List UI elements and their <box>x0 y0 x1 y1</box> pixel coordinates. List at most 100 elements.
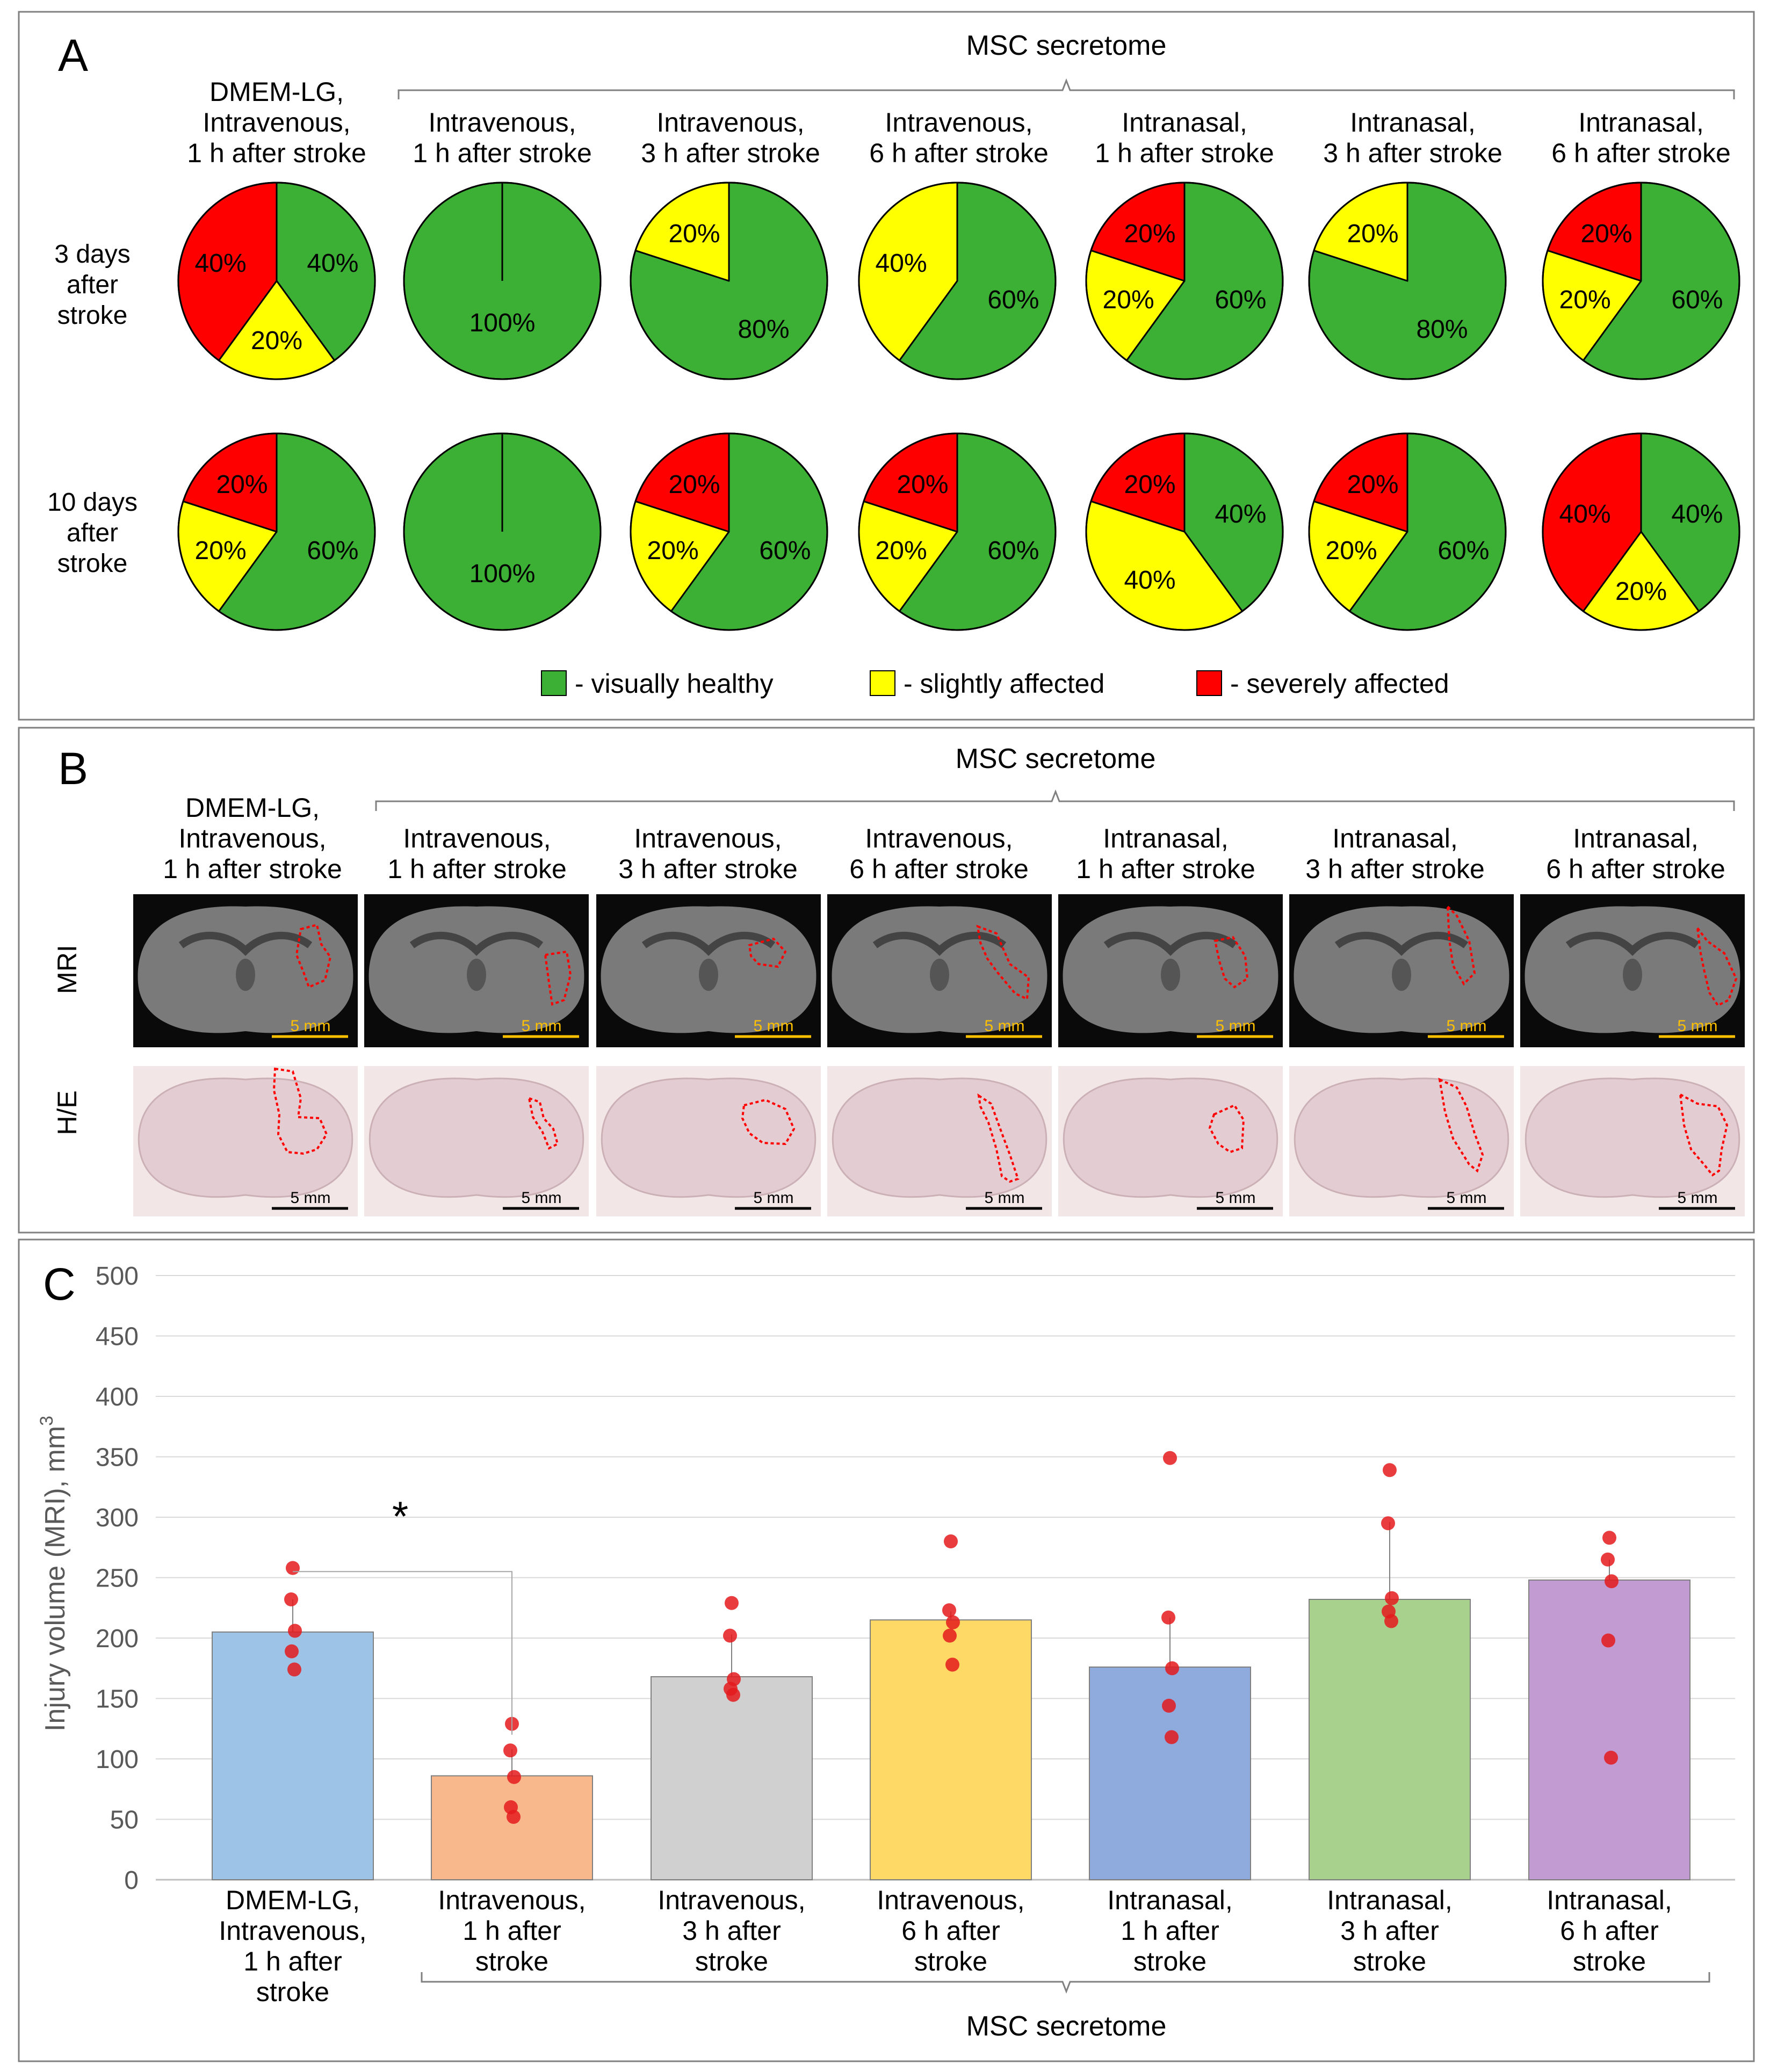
pie-slice-label: 20% <box>1580 220 1632 248</box>
panel-a-column-header-line: Intravenous, <box>885 107 1032 137</box>
mri-lesion-outline <box>1446 903 1476 986</box>
mri-ventricle <box>467 959 486 991</box>
data-point <box>945 1657 959 1672</box>
data-point <box>288 1624 302 1638</box>
panel-a-column-header-line: Intranasal, <box>1122 107 1247 137</box>
panel-b-column-header-line: Intranasal, <box>1573 823 1698 853</box>
data-point <box>1604 1750 1618 1765</box>
he-lesion-outline <box>1438 1077 1484 1173</box>
panel-a-column-header-line: Intranasal, <box>1350 107 1475 137</box>
he-scale-label: 5 mm <box>754 1189 794 1207</box>
panel-a-row-label-line: 10 days <box>47 488 138 517</box>
he-lesion-outline <box>741 1098 796 1146</box>
panel-b-column-header-line: Intravenous, <box>178 823 326 853</box>
x-tick-label-line: 1 h after <box>243 1946 342 1976</box>
pie-chart: 60% 40% <box>858 182 1057 380</box>
panel-b-group-header: MSC secretome <box>956 743 1156 774</box>
y-tick-label: 300 <box>96 1504 139 1532</box>
he-brain-slice <box>1525 1077 1740 1198</box>
x-tick-label-line: stroke <box>1133 1946 1207 1976</box>
panel-a-column-header-line: 1 h after stroke <box>187 138 366 168</box>
panel-a-group-header: MSC secretome <box>966 30 1167 61</box>
y-tick-label: 500 <box>96 1262 139 1291</box>
data-point <box>1384 1614 1398 1628</box>
pie-outline <box>1542 432 1740 631</box>
pie-slice-label: 40% <box>1559 500 1611 528</box>
he-brain-slice <box>832 1077 1047 1198</box>
x-tick-label-line: DMEM-LG, <box>226 1885 360 1915</box>
data-point <box>1383 1463 1397 1477</box>
he-lesion-outline <box>1679 1092 1729 1177</box>
panel-b-column-header-line: 6 h after stroke <box>849 854 1029 884</box>
x-tick-label-line: 1 h after <box>463 1916 561 1946</box>
pie-slice-label: 60% <box>987 537 1039 565</box>
mri-ventricle <box>699 959 718 991</box>
pie-slice-label: 100% <box>469 560 536 588</box>
data-point <box>284 1592 298 1606</box>
panel-b-column-header-line: Intravenous, <box>634 823 782 853</box>
panel-b-image-column: 5 mm 5 mm <box>1289 894 1514 1216</box>
he-scale-label: 5 mm <box>1216 1189 1256 1207</box>
pie-slice-label: 60% <box>759 537 811 565</box>
x-tick-label-line: 1 h after <box>1121 1916 1219 1946</box>
x-tick-label-line: 3 h after <box>682 1916 781 1946</box>
data-point <box>1162 1699 1176 1713</box>
data-point <box>1601 1552 1615 1567</box>
data-point <box>1381 1516 1395 1531</box>
pie-chart: 40% 20% 40% <box>177 182 376 380</box>
pie-outline <box>403 182 602 380</box>
pie-slice-label: 60% <box>307 537 358 565</box>
panel-b-row-labels: MRI H/E <box>52 945 82 1135</box>
bar <box>1528 1580 1690 1880</box>
y-tick-label: 200 <box>96 1625 139 1653</box>
panel-b-image-column: 5 mm 5 mm <box>596 894 821 1216</box>
data-point <box>723 1628 737 1643</box>
mri-scale-label: 5 mm <box>1678 1017 1718 1035</box>
y-tick-label: 250 <box>96 1564 139 1593</box>
x-tick-label-line: stroke <box>695 1946 768 1976</box>
he-scale-label: 5 mm <box>522 1189 562 1207</box>
pie-slice-label: 20% <box>897 470 948 499</box>
pie-outline <box>1542 182 1740 380</box>
mri-ventricle <box>236 959 255 991</box>
x-tick-label-line: stroke <box>1573 1946 1646 1976</box>
panel-a-group-bracket <box>398 78 1735 99</box>
pie-slice-label: 20% <box>1559 286 1611 314</box>
panel-b-column-header-line: Intravenous, <box>403 823 551 853</box>
data-point <box>1385 1591 1399 1605</box>
mri-scale-label: 5 mm <box>522 1017 562 1035</box>
pie-slice-label: 60% <box>1437 537 1489 565</box>
pie-chart: 60% 20% 20% <box>858 432 1057 631</box>
pie-slice-label: 20% <box>1326 537 1377 565</box>
pie-slice-label: 20% <box>1103 286 1154 314</box>
data-point <box>1161 1610 1175 1625</box>
panel-a-row-label-line: after <box>67 271 118 299</box>
mri-white-matter <box>1103 931 1238 956</box>
panel-b-column-header-line: 1 h after stroke <box>387 854 567 884</box>
panel-b-column-headers: DMEM-LG,Intravenous,1 h after strokeIntr… <box>163 793 1725 884</box>
data-point <box>1165 1730 1179 1744</box>
he-scale-label: 5 mm <box>1678 1189 1718 1207</box>
he-brain-slice <box>369 1077 584 1198</box>
mri-lesion-outline <box>1213 936 1249 989</box>
panel-a-column-header-line: 3 h after stroke <box>1323 138 1502 168</box>
mri-lesion-outline <box>976 924 1030 1001</box>
legend-swatch <box>1196 670 1222 696</box>
pie-chart: 60% 20% 20% <box>1308 432 1507 631</box>
panel-a-row-label-line: stroke <box>57 301 128 330</box>
he-brain-slice <box>601 1077 817 1198</box>
pie-outline <box>1308 432 1507 631</box>
pie-chart: 100% <box>403 182 602 380</box>
pie-chart: 40% 20% 40% <box>1542 432 1740 631</box>
panel-a-row-label-line: after <box>67 519 118 547</box>
significance-marker: * <box>392 1493 408 1540</box>
pie-slice-label: 20% <box>195 537 247 565</box>
panel-a-column-header-line: 6 h after stroke <box>1551 138 1731 168</box>
he-lesion-outline <box>272 1067 328 1155</box>
panel-a-column-header-line: Intravenous, <box>203 107 350 137</box>
bar-chart: 0 50 100 150 200 250 300 350 400 450 500 Injury vol… <box>37 1262 1735 2007</box>
pie-chart: 60% 20% 20% <box>1085 182 1284 380</box>
panel-a-column-header-line: Intravenous, <box>428 107 576 137</box>
panel-b-column-header-line: DMEM-LG, <box>185 793 320 823</box>
pie-chart: 60% 20% 20% <box>1542 182 1740 380</box>
